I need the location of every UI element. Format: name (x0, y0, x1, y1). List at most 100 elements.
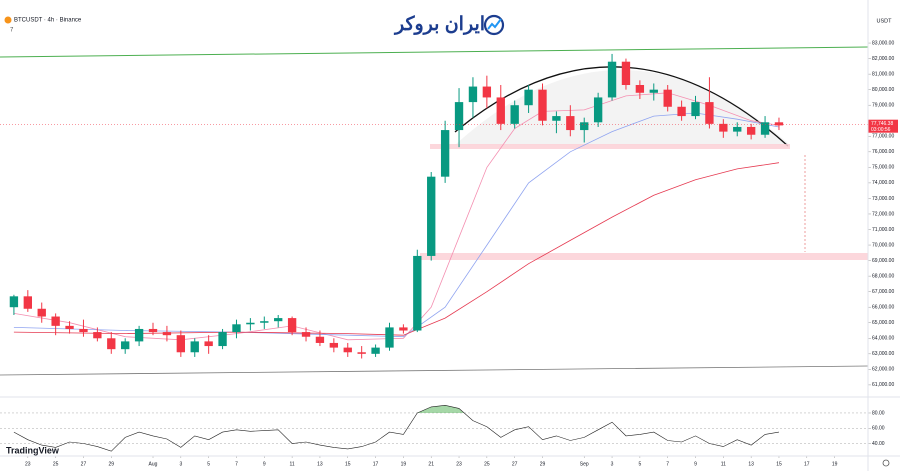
candle-body (413, 255, 422, 331)
candle-body (733, 126, 742, 132)
x-tick-label: 13 (317, 461, 323, 467)
candle-body (691, 102, 700, 117)
x-tick-label: 19 (401, 461, 407, 467)
candle-body (121, 341, 130, 350)
candle-body (79, 328, 88, 333)
indicator-toggle[interactable]: 7 (10, 28, 14, 34)
last-price-label: 77,746.38 (871, 121, 893, 127)
x-tick-label: 23 (25, 461, 31, 467)
symbol-title: BTCUSDT · 4h · Binance (14, 18, 82, 24)
countdown-label: 03:00:56 (871, 127, 891, 133)
coin-icon (4, 16, 12, 24)
moving-average (13, 162, 780, 336)
plot: 83,000.00 82,000.00 81,000.00 80,000.00 79,0… (0, 40, 898, 467)
candle-body (593, 97, 603, 123)
candle-body (301, 332, 311, 337)
candle-body (190, 341, 199, 353)
candle-body (440, 130, 450, 177)
y-tick-label: 72,000.00 (872, 211, 894, 217)
brand-logo: ایران بروکر (393, 14, 485, 35)
y-tick-label: 81,000.00 (872, 71, 894, 77)
candle-body (218, 332, 227, 347)
x-tick-label: 11 (721, 461, 726, 467)
candle-body (51, 316, 60, 326)
y-tick-label: 73,000.00 (872, 196, 894, 202)
candle-body (385, 327, 394, 348)
candle-body (107, 338, 116, 350)
x-tick-label: 5 (638, 461, 641, 467)
x-tick-label: 17 (373, 461, 379, 467)
x-tick-label: 11 (290, 461, 295, 467)
x-tick-label: 3 (179, 461, 182, 467)
last-price-tag (868, 119, 898, 133)
candle-body (663, 89, 672, 107)
currency-label: USDT (877, 18, 893, 24)
candle-body (232, 324, 241, 333)
candle-body (274, 318, 283, 322)
settings-icon[interactable] (882, 459, 890, 467)
y-tick-label: 67,000.00 (872, 289, 894, 295)
x-tick-label: Sep (580, 461, 589, 467)
x-tick-label: 9 (263, 461, 266, 467)
y-tick-label: 80,000.00 (872, 87, 894, 93)
y-tick-label: 62,000.00 (872, 367, 894, 373)
candle-body (580, 122, 589, 131)
candle-body (343, 347, 352, 353)
candle-body (287, 318, 297, 333)
y-tick-label: 40.00 (872, 441, 885, 447)
x-tick-label: 9 (694, 461, 697, 467)
y-tick-label: 71,000.00 (872, 227, 894, 233)
candle-body (134, 328, 144, 342)
x-tick-label: Aug (149, 461, 158, 467)
trend-line (0, 46, 869, 58)
y-tick-label: 76,000.00 (872, 149, 894, 155)
candle-body (65, 325, 74, 329)
candle-body (148, 328, 158, 333)
platform-logo: TradingView (6, 445, 60, 455)
candle-body (468, 86, 478, 103)
candle-body (524, 89, 533, 106)
candle-body (357, 352, 366, 354)
x-tick-label: 19 (832, 461, 838, 467)
x-tick-label: 29 (109, 461, 115, 467)
candle-body (176, 335, 186, 353)
candle-body (510, 105, 519, 124)
x-tick-label: 15 (345, 461, 351, 467)
x-tick-label: 29 (540, 461, 546, 467)
y-tick-label: 75,000.00 (872, 165, 894, 171)
candle-body (760, 122, 770, 135)
candle-body (454, 102, 464, 131)
x-tick-label: 5 (207, 461, 210, 467)
candle-body (566, 116, 575, 131)
x-tick-label: 7 (666, 461, 669, 467)
candle-body (427, 176, 436, 256)
candle-body (719, 123, 728, 132)
candle-body (552, 116, 561, 121)
y-tick-label: 65,000.00 (872, 320, 894, 326)
candle-body (93, 332, 102, 339)
candle-body (635, 85, 645, 93)
rsi-line (13, 404, 780, 452)
trend-line (0, 365, 869, 376)
candle-body (677, 106, 686, 117)
arc-shade (455, 70, 790, 145)
candle-body (482, 86, 492, 98)
candle-body (774, 122, 784, 126)
candle-body (621, 61, 631, 86)
y-tick-label: 79,000.00 (872, 103, 894, 109)
y-tick-label: 61,000.00 (872, 382, 894, 388)
candle-body (260, 321, 269, 323)
x-tick-label: 3 (611, 461, 614, 467)
support-zone (430, 144, 790, 149)
candle-body (371, 347, 380, 354)
candle-body (315, 336, 325, 343)
candle-body (204, 341, 213, 347)
y-tick-label: 69,000.00 (872, 258, 894, 264)
y-tick-label: 60.00 (872, 426, 885, 432)
y-tick-label: 64,000.00 (872, 336, 894, 342)
y-tick-label: 82,000.00 (872, 56, 894, 62)
candle-body (329, 342, 339, 348)
y-tick-label: 80.00 (872, 410, 885, 416)
